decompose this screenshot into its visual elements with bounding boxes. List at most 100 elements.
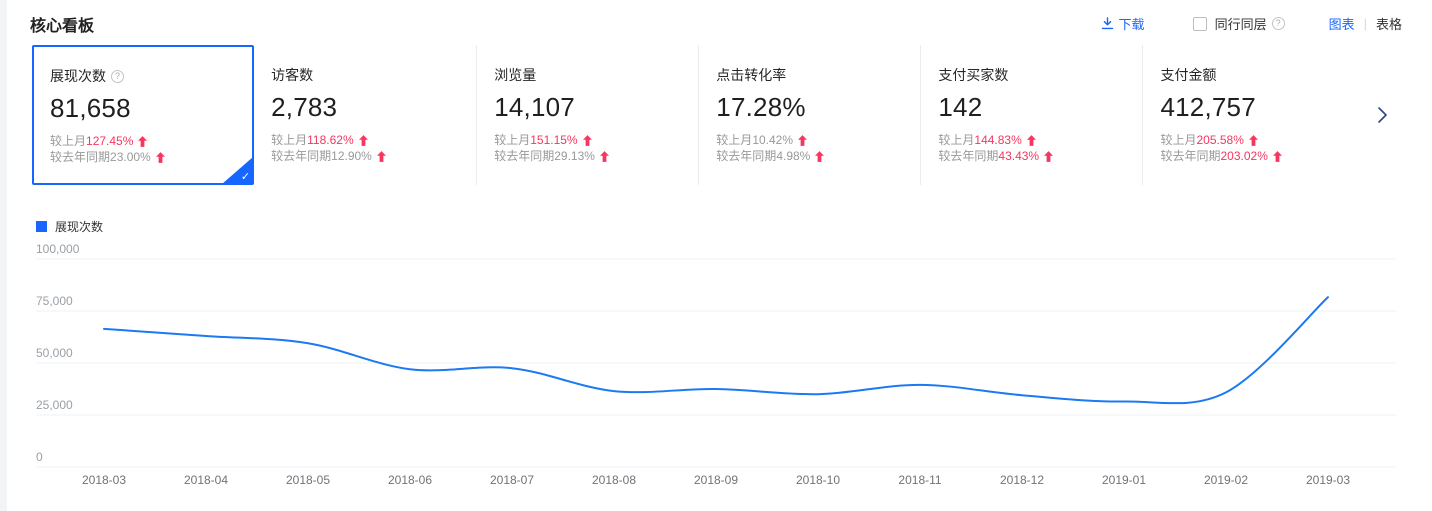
mom-value: 151.15% xyxy=(530,133,578,147)
y-axis-label: 50,000 xyxy=(36,346,73,360)
y-axis-label: 100,000 xyxy=(36,242,80,256)
up-arrow-icon xyxy=(798,134,808,146)
metric-card-pageviews[interactable]: 浏览量 14,107 较上月 151.15% 较去年同期 29.13% xyxy=(476,45,699,185)
x-axis-label: 2018-12 xyxy=(999,473,1045,487)
peer-compare-label: 同行同层 xyxy=(1214,17,1267,32)
metric-label: 访客数 xyxy=(271,67,314,83)
x-axis-label: 2019-01 xyxy=(1101,473,1147,487)
yoy-compare: 较去年同期 43.43% xyxy=(938,148,1128,164)
view-toggle-chart[interactable]: 图表 xyxy=(1328,17,1355,32)
metric-value: 14,107 xyxy=(494,92,575,122)
mom-label: 较上月 xyxy=(50,134,87,148)
up-arrow-icon xyxy=(1248,134,1258,146)
legend-label: 展现次数 xyxy=(55,220,104,234)
metric-compares: 较上月 205.58% 较去年同期 203.02% xyxy=(1160,132,1350,164)
metric-card-visitors[interactable]: 访客数 2,783 较上月 118.62% 较去年同期 12.90% xyxy=(254,45,477,185)
metric-label: 点击转化率 xyxy=(716,67,787,83)
up-arrow-icon xyxy=(155,151,165,163)
metric-value: 2,783 xyxy=(271,92,338,122)
mom-label: 较上月 xyxy=(271,133,308,147)
mom-label: 较上月 xyxy=(494,133,531,147)
x-axis-label: 2018-08 xyxy=(591,473,637,487)
x-axis-label: 2018-06 xyxy=(387,473,433,487)
yoy-label: 较去年同期 xyxy=(716,149,777,163)
y-axis-label: 25,000 xyxy=(36,398,73,412)
mom-value: 127.45% xyxy=(86,134,134,148)
mom-compare: 较上月 144.83% xyxy=(938,132,1128,148)
x-axis-label: 2018-05 xyxy=(285,473,331,487)
yoy-compare: 较去年同期 29.13% xyxy=(494,148,684,164)
up-arrow-icon xyxy=(138,135,148,147)
yoy-compare: 较去年同期 12.90% xyxy=(271,148,462,164)
view-toggle-table[interactable]: 表格 xyxy=(1375,17,1402,32)
mom-value: 205.58% xyxy=(1196,133,1244,147)
metric-label: 支付买家数 xyxy=(938,67,1009,83)
header-controls: 下载 同行同层 图表 | 表格 xyxy=(1101,14,1402,33)
peer-compare-checkbox[interactable] xyxy=(1192,16,1207,31)
y-axis-label: 75,000 xyxy=(36,294,73,308)
help-icon[interactable] xyxy=(111,69,124,83)
metric-card-payment-amount[interactable]: 支付金额 412,757 较上月 205.58% 较去年同期 203.02% xyxy=(1142,45,1365,185)
up-arrow-icon xyxy=(1272,150,1282,162)
metric-value: 412,757 xyxy=(1160,92,1256,122)
download-label: 下载 xyxy=(1118,17,1145,32)
yoy-value: 4.98% xyxy=(776,149,811,163)
mom-label: 较上月 xyxy=(938,133,975,147)
metric-value: 17.28% xyxy=(716,92,806,122)
download-button[interactable]: 下载 xyxy=(1101,14,1145,33)
metric-compares: 较上月 151.15% 较去年同期 29.13% xyxy=(494,132,684,164)
metric-value: 81,658 xyxy=(50,93,131,123)
page-title: 核心看板 xyxy=(30,18,95,35)
impressions-line-chart xyxy=(36,258,1396,468)
yoy-value: 23.00% xyxy=(110,150,151,164)
mom-compare: 较上月 127.45% xyxy=(50,133,238,149)
up-arrow-icon xyxy=(358,134,368,146)
x-axis-label: 2018-10 xyxy=(795,473,841,487)
yoy-value: 29.13% xyxy=(554,149,595,163)
mom-compare: 较上月 151.15% xyxy=(494,132,684,148)
x-axis-label: 2019-03 xyxy=(1305,473,1351,487)
x-axis: 2018-03 2018-04 2018-05 2018-06 2018-07 2018-… xyxy=(0,473,1432,493)
yoy-compare: 较去年同期 4.98% xyxy=(716,148,906,164)
peer-compare-help-icon[interactable] xyxy=(1271,17,1285,30)
page-gutter xyxy=(0,0,7,511)
x-axis-label: 2018-03 xyxy=(81,473,127,487)
yoy-label: 较去年同期 xyxy=(271,149,332,163)
metric-label: 支付金额 xyxy=(1160,67,1217,83)
mom-label: 较上月 xyxy=(1160,133,1197,147)
selected-check-icon xyxy=(241,170,250,183)
mom-value: 118.62% xyxy=(307,133,354,147)
metric-compares: 较上月 10.42% 较去年同期 4.98% xyxy=(716,132,906,164)
x-axis-label: 2019-02 xyxy=(1203,473,1249,487)
download-icon xyxy=(1101,17,1113,30)
y-axis-label: 0 xyxy=(36,450,43,464)
metric-card-paying-buyers[interactable]: 支付买家数 142 较上月 144.83% 较去年同期 43.43% xyxy=(920,45,1143,185)
up-arrow-icon xyxy=(376,150,386,162)
yoy-compare: 较去年同期 23.00% xyxy=(50,149,238,165)
metric-value: 142 xyxy=(938,92,983,122)
up-arrow-icon xyxy=(599,150,609,162)
yoy-label: 较去年同期 xyxy=(1160,149,1221,163)
mom-value: 10.42% xyxy=(752,133,794,147)
view-toggle: 图表 | 表格 xyxy=(1329,14,1402,33)
peer-compare-group: 同行同层 xyxy=(1192,14,1285,33)
chart-legend-impressions[interactable]: 展现次数 xyxy=(36,218,103,235)
mom-compare: 较上月 10.42% xyxy=(716,132,906,148)
metric-card-click-conversion-rate[interactable]: 点击转化率 17.28% 较上月 10.42% 较去年同期 4.98% xyxy=(698,45,921,185)
metric-compares: 较上月 118.62% 较去年同期 12.90% xyxy=(271,132,462,164)
x-axis-label: 2018-11 xyxy=(898,473,942,487)
metric-compares: 较上月 127.45% 较去年同期 23.00% xyxy=(50,133,238,165)
metric-label: 展现次数 xyxy=(50,66,238,86)
metric-label: 浏览量 xyxy=(494,67,537,83)
next-cards-button[interactable] xyxy=(1365,45,1400,185)
metric-compares: 较上月 144.83% 较去年同期 43.43% xyxy=(938,132,1128,164)
x-axis-label: 2018-04 xyxy=(183,473,229,487)
yoy-label: 较去年同期 xyxy=(938,149,999,163)
mom-compare: 较上月 205.58% xyxy=(1160,132,1350,148)
up-arrow-icon xyxy=(1044,150,1054,162)
x-axis-label: 2018-07 xyxy=(489,473,535,487)
legend-swatch-icon xyxy=(36,221,47,232)
